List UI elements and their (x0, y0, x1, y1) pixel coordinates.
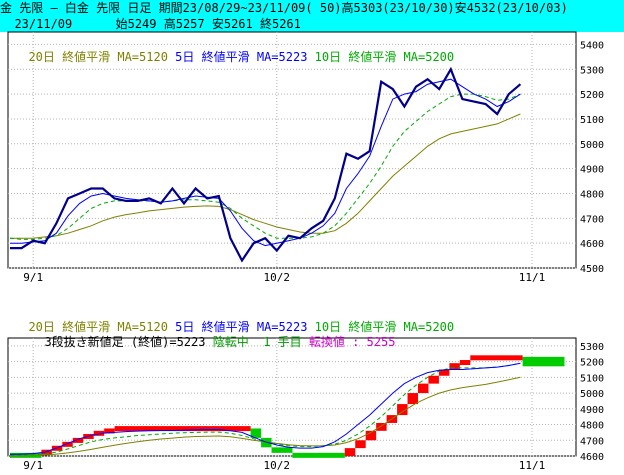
x-tick-label: 10/2 (264, 459, 291, 472)
y-tick-label: 5100 (580, 373, 604, 384)
kagi-status: 3段抜き新値足 (終値)=5223 陰転中 1 手目 転換値 : 5255 (30, 321, 395, 349)
y-tick-label: 5300 (580, 65, 604, 76)
kagi-box (376, 422, 387, 431)
kagi-box (438, 369, 450, 376)
chart-title: 金 先限 – 白金 先限 日足 期間23/08/29~23/11/09( 50)… (0, 1, 568, 15)
legend-ma10: 10日 終値平滑 MA=5200 (314, 50, 455, 64)
kagi-box (407, 393, 418, 405)
y-tick-label: 4800 (580, 189, 604, 200)
y-tick-label: 4600 (580, 239, 604, 250)
y-tick-label: 5200 (580, 358, 604, 369)
y-tick-label: 5000 (580, 389, 604, 400)
series-line-0 (10, 66, 522, 263)
y-tick-label: 5000 (580, 140, 604, 151)
kagi-box (428, 375, 439, 384)
series-line-0 (9, 362, 521, 455)
legend-ma5-bottom: 5日 終値平滑 MA=5223 (175, 320, 308, 334)
y-tick-label: 4600 (580, 452, 604, 463)
y-tick-label: 5400 (580, 40, 604, 51)
kagi-box (104, 428, 115, 434)
kagi-box (271, 447, 293, 453)
x-tick-label: 9/1 (23, 459, 43, 472)
kagi-box (365, 430, 377, 441)
y-tick-label: 4800 (580, 421, 604, 432)
legend-ma10-bottom: 10日 終値平滑 MA=5200 (314, 320, 455, 334)
series-line-2 (9, 93, 521, 240)
kagi-box (292, 452, 345, 458)
kagi-box (114, 426, 251, 432)
kagi-box (344, 448, 356, 456)
x-tick-label: 10/2 (264, 271, 291, 284)
kagi-box (93, 430, 105, 436)
x-tick-label: 11/1 (519, 271, 546, 284)
chart-title-bar: 金 先限 – 白金 先限 日足 期間23/08/29~23/11/09( 50)… (0, 0, 624, 16)
y-tick-label: 4900 (580, 165, 604, 176)
kagi-box (261, 437, 272, 448)
kagi-box (449, 363, 460, 370)
legend-top: 20日 終値平滑 MA=5120 5日 終値平滑 MA=5223 10日 終値平… (14, 36, 454, 64)
series-line-1 (10, 78, 521, 247)
kagi-switch: 転換値 : 5255 (308, 335, 396, 349)
y-tick-label: 4700 (580, 436, 604, 447)
kagi-box (418, 383, 429, 394)
y-tick-label: 4700 (580, 214, 604, 225)
kagi-box (62, 441, 73, 447)
kagi-box (41, 449, 52, 455)
legend-ma5: 5日 終値平滑 MA=5223 (175, 50, 308, 64)
ohlc-readout: 23/11/09 始5249 高5257 安5261 終5261 (0, 17, 301, 31)
kagi-box (250, 428, 262, 438)
series-line-3 (10, 113, 521, 239)
y-tick-label: 4900 (580, 405, 604, 416)
kagi-box (470, 355, 523, 361)
legend-bottom: 20日 終値平滑 MA=5120 5日 終値平滑 MA=5223 10日 終値平… (14, 306, 454, 334)
x-tick-label: 11/1 (519, 459, 546, 472)
kagi-box (397, 404, 408, 416)
kagi-box (459, 360, 471, 366)
x-tick-label: 9/1 (23, 271, 43, 284)
ohlc-bar: 23/11/09 始5249 高5257 安5261 終5261 (0, 16, 624, 32)
y-tick-label: 5200 (580, 90, 604, 101)
legend-ma20: 20日 終値平滑 MA=5120 (28, 50, 168, 64)
y-tick-label: 5100 (580, 115, 604, 126)
kagi-state: 陰転中 (212, 335, 249, 349)
legend-ma20-bottom: 20日 終値平滑 MA=5120 (28, 320, 168, 334)
series-line-1 (10, 362, 521, 456)
kagi-units: 1 手目 (263, 335, 302, 349)
kagi-label: 3段抜き新値足 (終値)=5223 (44, 335, 206, 349)
y-tick-label: 4500 (580, 264, 604, 275)
kagi-box (72, 437, 84, 443)
kagi-box (522, 356, 565, 367)
kagi-box (355, 440, 366, 449)
plot-area (7, 31, 577, 269)
y-tick-label: 5300 (580, 342, 604, 353)
